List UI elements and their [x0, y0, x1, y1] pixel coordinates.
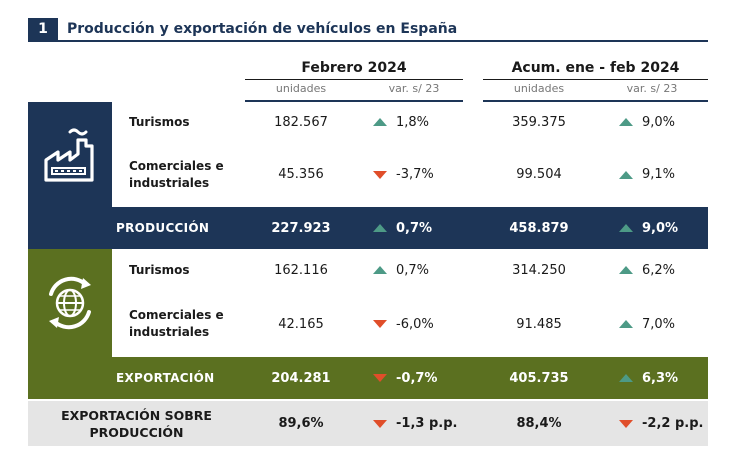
arrow-up-icon	[619, 224, 633, 232]
var-feb: -3,7%	[359, 142, 469, 207]
arrow-up-icon	[619, 118, 633, 126]
table-row-ratio: EXPORTACIÓN SOBRE PRODUCCIÓN 89,6% -1,3 p…	[28, 401, 708, 446]
section-title-text: Producción y exportación de vehículos en…	[67, 21, 458, 37]
table-row-produccion-comerciales: Comerciales e industriales 45.356 -3,7% 9…	[28, 142, 708, 207]
header-febrero: Febrero 2024	[245, 60, 463, 80]
arrow-up-icon	[619, 170, 633, 179]
value-acum: 314.250	[512, 262, 566, 278]
value-feb: 182.567	[274, 114, 328, 130]
section-number: 1	[28, 18, 58, 40]
arrow-down-icon	[373, 320, 387, 328]
row-label: Comerciales e industriales	[129, 308, 224, 339]
row-label: EXPORTACIÓN	[116, 370, 215, 385]
var-acum: 7,0%	[597, 291, 707, 357]
arrow-up-icon	[373, 224, 387, 232]
arrow-down-icon	[373, 419, 387, 428]
var-acum: 9,0%	[597, 207, 707, 249]
row-label: PRODUCCIÓN	[116, 220, 210, 235]
value-feb: 227.923	[271, 220, 331, 236]
var-feb: 1,8%	[359, 102, 469, 142]
value-feb: 162.116	[274, 262, 328, 278]
value-acum: 458.879	[509, 220, 569, 236]
header-var-1: var. s/ 23	[388, 82, 440, 95]
value-feb: 45.356	[278, 167, 324, 182]
var-acum: 6,2%	[597, 249, 707, 291]
row-label: EXPORTACIÓN SOBRE PRODUCCIÓN	[61, 407, 212, 440]
row-label: Comerciales e industriales	[129, 158, 224, 190]
table-row-exportacion-total: EXPORTACIÓN 204.281 -0,7% 405.735 6,3%	[28, 357, 708, 399]
var-feb: 0,7%	[359, 249, 469, 291]
var-feb: -1,3 p.p.	[359, 401, 469, 446]
arrow-up-icon	[619, 320, 633, 328]
section-title: 1 Producción y exportación de vehículos …	[28, 18, 708, 42]
var-acum: 6,3%	[597, 357, 707, 399]
value-acum: 91.485	[516, 316, 562, 332]
var-feb: -6,0%	[359, 291, 469, 357]
header-divider-1	[245, 100, 463, 102]
produccion-icon-block	[28, 102, 112, 207]
exportacion-icon-block	[28, 249, 112, 357]
value-feb: 42.165	[278, 316, 324, 332]
arrow-down-icon	[373, 374, 387, 382]
arrow-up-icon	[619, 374, 633, 382]
value-acum: 99.504	[516, 167, 562, 182]
row-label: Turismos	[129, 114, 190, 129]
table-row-exportacion-comerciales: Comerciales e industriales 42.165 -6,0% 9…	[28, 291, 708, 357]
arrow-up-icon	[373, 118, 387, 126]
row-label: Turismos	[129, 262, 190, 277]
value-feb: 89,6%	[278, 416, 324, 431]
header-var-2: var. s/ 23	[626, 82, 678, 95]
value-acum: 88,4%	[516, 416, 562, 431]
table-row-produccion-turismos: Turismos 182.567 1,8% 359.375 9,0%	[28, 102, 708, 142]
var-acum: -2,2 p.p.	[597, 401, 707, 446]
value-feb: 204.281	[271, 370, 331, 386]
globe-export-icon	[49, 276, 91, 330]
table-row-exportacion-turismos: Turismos 162.116 0,7% 314.250 6,2%	[28, 249, 708, 291]
var-acum: 9,1%	[597, 142, 707, 207]
var-feb: -0,7%	[359, 357, 469, 399]
var-feb: 0,7%	[359, 207, 469, 249]
header-units-2: unidades	[513, 82, 565, 95]
factory-icon	[44, 128, 94, 182]
arrow-up-icon	[619, 266, 633, 274]
arrow-down-icon	[619, 419, 633, 428]
header-divider-2	[483, 100, 708, 102]
value-acum: 359.375	[512, 114, 566, 130]
table-row-produccion-total: PRODUCCIÓN 227.923 0,7% 458.879 9,0%	[28, 207, 708, 249]
var-acum: 9,0%	[597, 102, 707, 142]
arrow-down-icon	[373, 170, 387, 179]
value-acum: 405.735	[509, 370, 569, 386]
header-acumulado: Acum. ene - feb 2024	[483, 60, 708, 80]
header-units-1: unidades	[275, 82, 327, 95]
arrow-up-icon	[373, 266, 387, 274]
